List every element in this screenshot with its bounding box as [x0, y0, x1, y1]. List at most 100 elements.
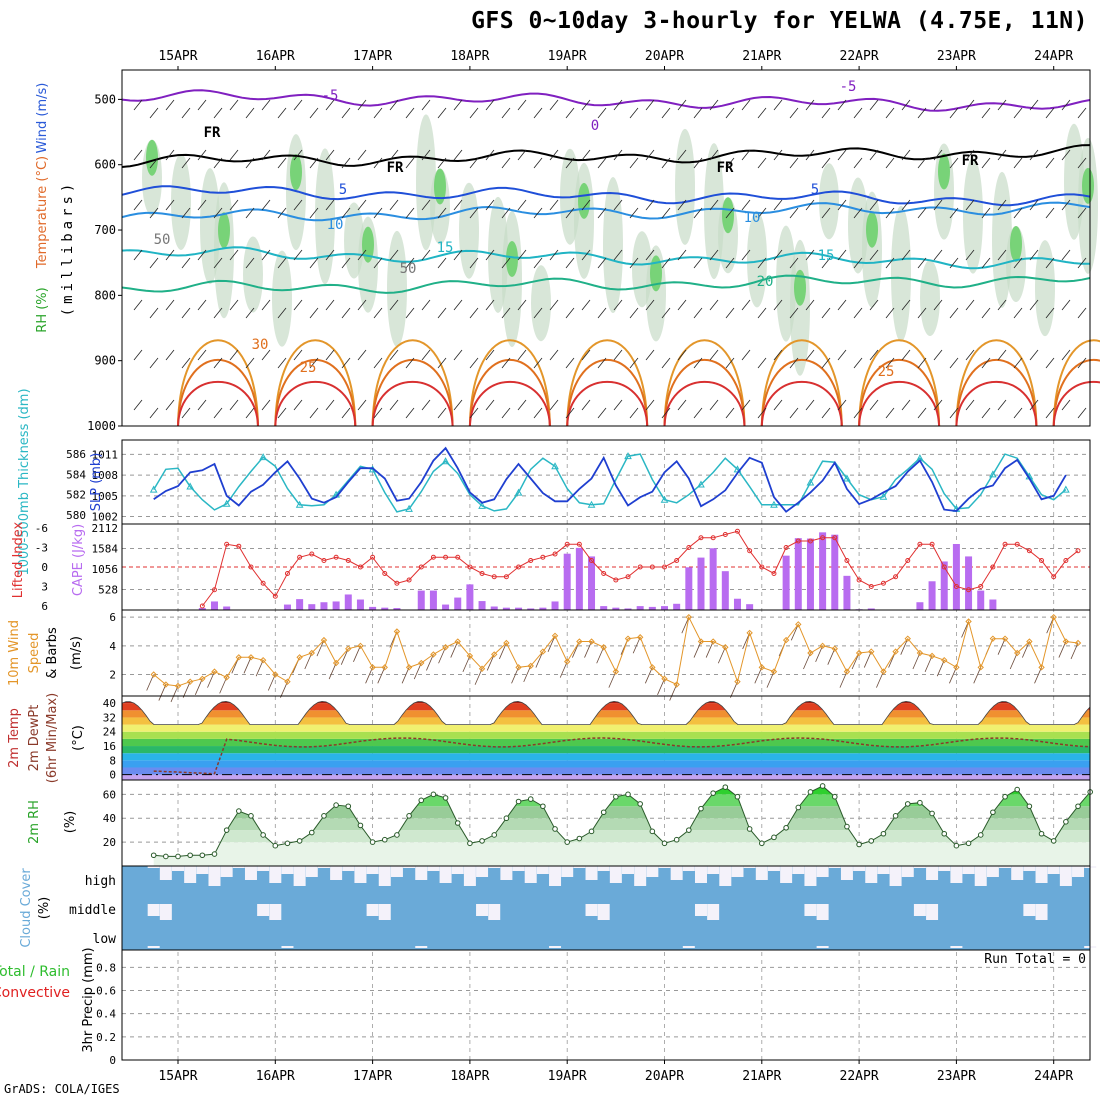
wind-barb [1045, 307, 1055, 319]
wind-barb [709, 399, 719, 411]
rh-band [153, 830, 1090, 843]
wind-barb-10m [900, 638, 909, 655]
wind-speed-marker [405, 664, 413, 671]
wind-barb [597, 407, 607, 419]
cape-bar [928, 581, 936, 610]
wind-barb [517, 249, 527, 261]
wind-barb [293, 299, 303, 311]
wind-barb [389, 249, 399, 261]
precip-tick: 0 [109, 1054, 116, 1067]
high-cloud-gap [342, 866, 355, 871]
high-cloud-gap [172, 866, 184, 871]
high-cloud-gap [1023, 866, 1036, 871]
cape-bar [733, 598, 741, 610]
wind-barb [917, 307, 927, 319]
rh-marker [1026, 803, 1033, 810]
wind-speed-marker [162, 681, 170, 688]
wind-barb [917, 407, 927, 419]
lifted-index-marker [662, 564, 667, 570]
top-date-label: 24APR [1034, 49, 1073, 64]
wind-barb [165, 249, 175, 261]
warm-dome-contour [663, 380, 746, 427]
wind-barb [837, 99, 847, 111]
wind-barb [757, 407, 767, 419]
lifted-index-marker [625, 574, 631, 580]
wind-barb [469, 357, 479, 369]
lifted-index-marker [284, 571, 290, 576]
middle-cloud-gap [269, 904, 282, 920]
wind-speed-marker [369, 664, 376, 671]
wind-speed-marker [892, 648, 899, 655]
wind-barb [533, 257, 543, 269]
wind-barb [133, 349, 143, 361]
wind-barb [837, 299, 847, 311]
wind-barb-10m [863, 651, 872, 668]
temp-band [122, 746, 1090, 754]
wind-barb [261, 299, 271, 311]
lifted-index-marker [260, 580, 266, 586]
high-cloud-gap [317, 866, 330, 868]
wind-barb-10m [146, 674, 155, 691]
rh-marker [430, 791, 437, 798]
high-cloud-gap [330, 866, 343, 880]
high-cloud-gap [390, 866, 403, 877]
wind-speed-marker [746, 629, 753, 637]
wind-barb [405, 407, 415, 419]
lifted-index-marker [929, 541, 935, 547]
lifted-index-marker [589, 558, 595, 563]
wind-speed-marker [320, 636, 328, 644]
cape-bar [575, 547, 583, 610]
warm-dome-contour [858, 339, 941, 427]
rh-shade [387, 230, 407, 347]
wind-barb [421, 99, 431, 111]
thickness-marker [624, 452, 632, 460]
wind-barb [661, 157, 671, 169]
wind-barb [549, 249, 559, 261]
cape-bar [709, 548, 717, 610]
wind-barb [501, 257, 511, 269]
wind-barb [165, 349, 175, 361]
profile-y-tick: 800 [94, 288, 116, 302]
profile-y-label: (millibars) [60, 180, 76, 317]
wind-barb [357, 149, 367, 161]
rh-marker [819, 783, 826, 789]
wind-barb [245, 407, 255, 419]
lifted-index-marker [844, 558, 850, 563]
cape-bar [819, 532, 827, 610]
temp-outline [121, 700, 1091, 781]
rh-shade [790, 239, 810, 376]
chart-title: GFS 0~10day 3-hourly for YELWA (4.75E, 1… [471, 8, 1088, 34]
rh-shade-high [794, 269, 806, 306]
wind-barb [1077, 107, 1087, 119]
cape-bar [198, 608, 206, 610]
lifted-index-marker [503, 574, 509, 580]
rh-band [153, 794, 1090, 807]
high-cloud-gap [451, 866, 464, 874]
wind-speed-marker [296, 654, 303, 661]
wind-speed-marker [503, 639, 510, 647]
wind-barb [981, 157, 991, 169]
wind-speed-marker [576, 638, 583, 645]
lifted-index-marker [734, 528, 740, 534]
rh-marker [588, 828, 595, 835]
rh-marker [248, 813, 254, 819]
wind-barb [149, 207, 159, 219]
lifted-index-marker [443, 554, 449, 560]
rh-marker [163, 853, 169, 860]
wind-barb [373, 207, 383, 219]
wind-barb [693, 357, 703, 369]
rh-marker [722, 784, 729, 790]
wind-barb [1061, 99, 1071, 111]
wind-barb [373, 107, 383, 119]
high-cloud-gap [403, 866, 416, 868]
wind-barb [229, 349, 239, 361]
high-cloud-gap [694, 866, 707, 883]
wind-barb [565, 257, 575, 269]
wind-barb [725, 157, 735, 169]
wind-speed-marker [624, 635, 632, 642]
wind-speed-line [153, 615, 1079, 687]
rh-shade-high [650, 255, 662, 292]
warm-dome-contour [1052, 339, 1100, 427]
wind-barb [981, 307, 991, 319]
wind-barb [949, 307, 959, 319]
